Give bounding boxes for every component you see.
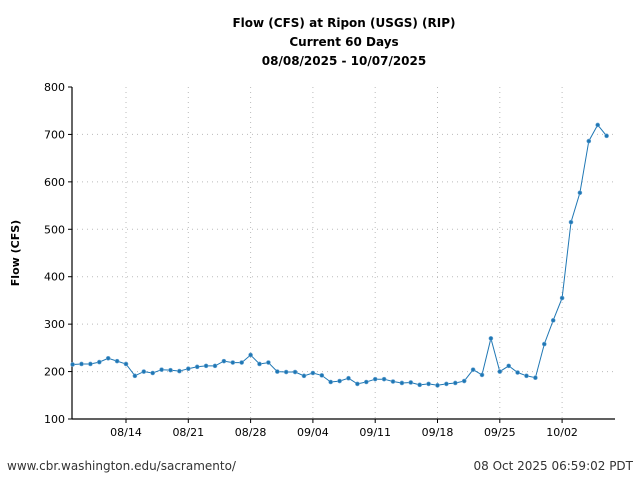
data-point: [150, 370, 155, 376]
data-point: [595, 122, 601, 128]
x-tick-label: 10/02: [546, 426, 578, 439]
data-point: [515, 370, 520, 375]
data-point: [506, 363, 512, 369]
data-point: [301, 373, 307, 379]
data-point: [274, 369, 280, 374]
data-point: [248, 352, 253, 358]
series-line: [72, 124, 607, 386]
data-point: [417, 382, 423, 388]
x-tick-label: 08/21: [172, 426, 204, 439]
data-point: [88, 361, 93, 367]
data-point: [212, 363, 218, 369]
chart-title-line-3: 08/08/2025 - 10/07/2025: [262, 54, 426, 68]
timestamp: 08 Oct 2025 06:59:02 PDT: [473, 459, 633, 473]
data-point: [79, 361, 84, 367]
data-point: [310, 370, 316, 376]
data-point: [390, 379, 396, 384]
data-point: [203, 363, 209, 369]
data-point: [319, 373, 325, 378]
data-point: [70, 362, 75, 367]
data-point: [568, 219, 574, 225]
data-point: [408, 380, 414, 385]
data-point: [132, 373, 138, 379]
y-tick-label: 800: [44, 81, 65, 94]
data-point: [355, 381, 360, 387]
data-point: [363, 379, 369, 385]
data-point: [194, 364, 200, 370]
data-point: [559, 295, 565, 301]
y-tick-label: 500: [44, 223, 65, 236]
data-point: [239, 360, 244, 365]
data-point: [604, 133, 609, 139]
data-point: [97, 359, 102, 365]
data-point: [435, 383, 440, 388]
data-point: [541, 341, 547, 347]
data-point: [372, 376, 378, 382]
y-tick-label: 600: [44, 176, 65, 189]
y-axis-label: Flow (CFS): [9, 220, 22, 286]
chart-title-line-2: Current 60 Days: [289, 35, 398, 49]
data-point: [452, 380, 458, 386]
data-point: [292, 369, 298, 375]
y-tick-label: 700: [44, 128, 65, 141]
data-point: [550, 318, 556, 323]
data-point: [266, 360, 271, 365]
data-point: [105, 355, 111, 361]
data-point: [381, 376, 387, 382]
data-point: [497, 369, 503, 374]
data-point: [114, 358, 120, 364]
data-point: [470, 367, 476, 372]
data-point: [221, 358, 227, 364]
data-point: [283, 369, 289, 375]
y-tick-label: 300: [44, 318, 65, 331]
data-point: [399, 380, 405, 386]
x-tick-label: 09/04: [297, 426, 329, 439]
y-tick-label: 100: [44, 413, 65, 426]
data-point: [257, 361, 262, 367]
chart-title-line-1: Flow (CFS) at Ripon (USGS) (RIP): [232, 16, 455, 30]
data-point: [524, 373, 529, 379]
data-point: [230, 360, 236, 365]
data-point: [577, 190, 583, 196]
y-tick-label: 400: [44, 271, 65, 284]
source-url: www.cbr.washington.edu/sacramento/: [7, 459, 237, 473]
data-point: [168, 367, 173, 373]
x-tick-label: 09/25: [484, 426, 516, 439]
data-point: [328, 379, 334, 385]
data-point: [159, 367, 164, 372]
data-point: [586, 138, 592, 144]
data-point: [186, 366, 191, 372]
data-point: [177, 368, 182, 374]
data-point: [426, 381, 431, 387]
data-point: [533, 375, 538, 381]
data-point: [346, 375, 351, 381]
data-point: [461, 378, 467, 384]
x-tick-label: 08/14: [110, 426, 142, 439]
x-tick-label: 09/18: [422, 426, 454, 439]
x-tick-label: 09/11: [359, 426, 391, 439]
data-point: [123, 361, 129, 367]
data-point: [488, 336, 494, 341]
data-point: [444, 381, 449, 387]
data-point: [337, 378, 342, 384]
data-point: [141, 369, 147, 374]
y-tick-label: 200: [44, 366, 65, 379]
x-tick-label: 08/28: [235, 426, 267, 439]
data-point: [479, 372, 485, 378]
